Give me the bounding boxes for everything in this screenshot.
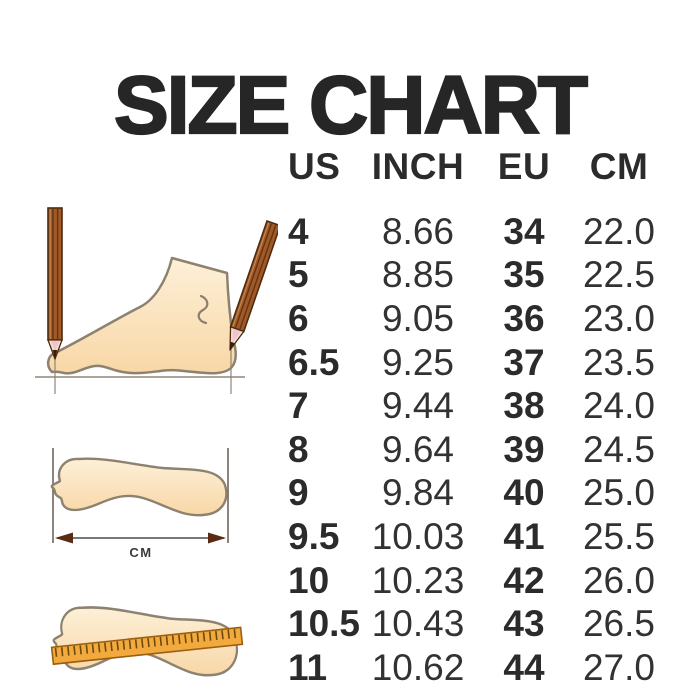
cell-us: 10: [288, 559, 330, 601]
cm-measure-label: CM: [129, 545, 152, 560]
ankle-bone-mark: [197, 294, 209, 325]
cell-inch: 9.25: [381, 341, 454, 383]
cell-eu: 43: [503, 603, 545, 645]
cell-cm: 24.0: [582, 385, 655, 427]
left-pencil-icon: [47, 207, 63, 360]
table-row: 6 9.05 36 23.0: [286, 297, 662, 341]
footprint-length-arrow-illustration: CM: [50, 448, 229, 560]
cell-inch: 8.85: [381, 254, 454, 296]
cell-cm: 25.5: [582, 515, 655, 557]
cell-cm: 22.0: [582, 210, 655, 252]
cell-cm: 26.5: [582, 603, 655, 645]
page-title: SIZE CHART: [113, 59, 589, 151]
cell-eu: 41: [503, 515, 545, 557]
table-row: 7 9.44 38 24.0: [286, 384, 662, 428]
cell-inch: 9.44: [381, 385, 454, 427]
cell-us: 11: [288, 646, 328, 688]
cell-us: 9: [288, 472, 309, 514]
footprint-icon: [50, 457, 228, 517]
table-row: 10 10.23 42 26.0: [286, 559, 662, 603]
size-table-rows: 4 8.66 34 22.0 5 8.85 35 22.5 6 9.05 36 …: [286, 210, 662, 690]
cell-cm: 22.5: [582, 254, 655, 296]
right-pencil-icon: [229, 220, 278, 351]
cell-inch: 10.43: [371, 603, 465, 645]
cell-cm: 23.5: [582, 341, 655, 383]
foot-side-icon: [46, 256, 237, 375]
cell-us: 9.5: [288, 515, 340, 557]
cell-inch: 9.64: [381, 428, 454, 470]
cell-inch: 10.23: [371, 559, 465, 601]
cell-inch: 9.84: [381, 472, 454, 514]
cell-us: 6: [288, 297, 309, 339]
cell-eu: 36: [503, 297, 545, 339]
column-header-us: US: [288, 146, 341, 187]
foot-side-measure-illustration: [35, 207, 278, 394]
cell-us: 8: [288, 428, 309, 470]
table-row: 6.5 9.25 37 23.5: [286, 341, 662, 385]
cell-inch: 8.66: [381, 210, 454, 252]
cell-inch: 10.62: [371, 646, 465, 688]
cell-us: 6.5: [288, 341, 340, 383]
cell-eu: 37: [503, 341, 545, 383]
cell-us: 10.5: [288, 603, 361, 645]
cell-eu: 40: [503, 472, 545, 514]
cell-eu: 38: [503, 385, 545, 427]
table-row: 9 9.84 40 25.0: [286, 472, 662, 516]
table-row: 9.5 10.03 41 25.5: [286, 515, 662, 559]
cell-eu: 44: [503, 646, 545, 688]
cell-cm: 24.5: [582, 428, 655, 470]
size-table-header: US INCH EU CM: [286, 146, 662, 188]
table-row: 11 10.62 44 27.0: [286, 646, 662, 690]
length-arrow-icon: [55, 532, 226, 544]
cell-eu: 42: [503, 559, 545, 601]
table-row: 4 8.66 34 22.0: [286, 210, 662, 254]
cell-eu: 39: [503, 428, 545, 470]
footprint-ruler-illustration: [50, 606, 244, 677]
table-row: 5 8.85 35 22.5: [286, 254, 662, 298]
ruler-icon: [50, 626, 244, 666]
cell-us: 5: [288, 254, 309, 296]
cell-cm: 25.0: [582, 472, 655, 514]
cell-us: 7: [288, 385, 309, 427]
cell-cm: 27.0: [582, 646, 655, 688]
size-table: US INCH EU CM 4 8.66 34 22.0 5 8.85 35 2…: [286, 146, 662, 690]
table-row: 10.5 10.43 43 26.5: [286, 602, 662, 646]
cell-eu: 34: [503, 210, 545, 252]
column-header-cm: CM: [589, 146, 649, 187]
cell-inch: 9.05: [381, 297, 454, 339]
table-row: 8 9.64 39 24.5: [286, 428, 662, 472]
column-header-inch: INCH: [371, 146, 465, 187]
cell-cm: 23.0: [582, 297, 655, 339]
cell-eu: 35: [503, 254, 545, 296]
cell-us: 4: [288, 210, 309, 252]
cell-inch: 10.03: [371, 515, 465, 557]
cell-cm: 26.0: [582, 559, 655, 601]
column-header-eu: EU: [497, 146, 551, 187]
